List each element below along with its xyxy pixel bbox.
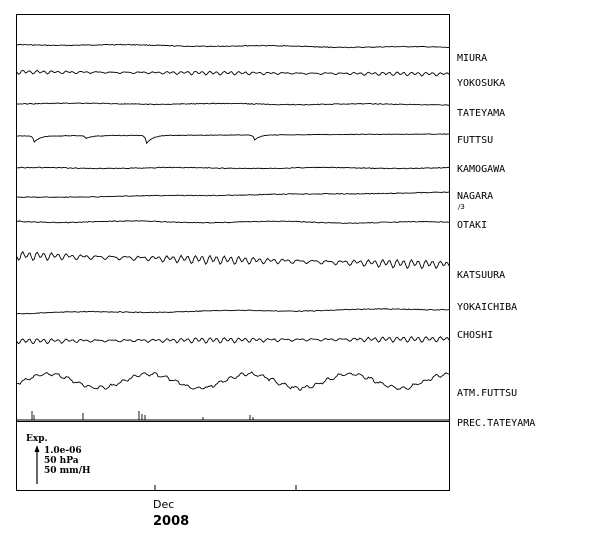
series-line-otaki [16,220,450,224]
scale-legend-title: Exp. [26,434,48,444]
series-label-tateyama: TATEYAMA [457,108,505,119]
x-year-label: 2008 [153,514,189,529]
scale-arrow-icon [34,445,40,452]
plot-frame [16,14,450,491]
scale-legend-line-3: 50 mm/H [44,466,91,476]
x-tick-label-dec: Dec [153,498,174,511]
series-label-katsuura: KATSUURA [457,270,505,281]
series-line-miura [16,43,450,49]
scale-legend-line-2: 50 hPa [44,456,79,466]
series-label-futtsu: FUTTSU [457,135,493,146]
series-label-miura: MIURA [457,53,487,64]
series-group [16,43,450,421]
series-line-choshi [16,335,450,345]
scale-legend: Exp. 1.0e-06 50 hPa 50 mm/H [26,434,91,484]
series-labels: MIURA YOKOSUKA TATEYAMA FUTTSU KAMOGAWA NAGAR… [457,53,535,429]
series-line-nagara [16,191,450,199]
series-line-yokaichiba [16,308,450,315]
series-line-katsuura [16,250,450,270]
series-label-atm-futtsu: ATM.FUTTSU [457,388,517,399]
series-line-kamogawa [16,166,450,170]
series-sublabel-nagara: /3 [458,203,465,211]
series-label-yokosuka: YOKOSUKA [457,78,505,89]
series-label-otaki: OTAKI [457,220,487,231]
x-ticks [154,485,297,491]
series-line-futtsu [16,133,450,145]
series-line-yokosuka [16,69,450,77]
series-label-prec-tateyama: PREC.TATEYAMA [457,418,535,429]
series-line-tateyama [16,102,449,106]
series-line-prec-tateyama [17,411,449,421]
series-label-yokaichiba: YOKAICHIBA [457,302,517,313]
scale-legend-line-1: 1.0e-06 [44,446,82,456]
series-line-atm-futtsu [16,371,450,391]
series-label-kamogawa: KAMOGAWA [457,164,505,175]
series-label-choshi: CHOSHI [457,330,493,341]
series-label-nagara: NAGARA [457,191,493,202]
